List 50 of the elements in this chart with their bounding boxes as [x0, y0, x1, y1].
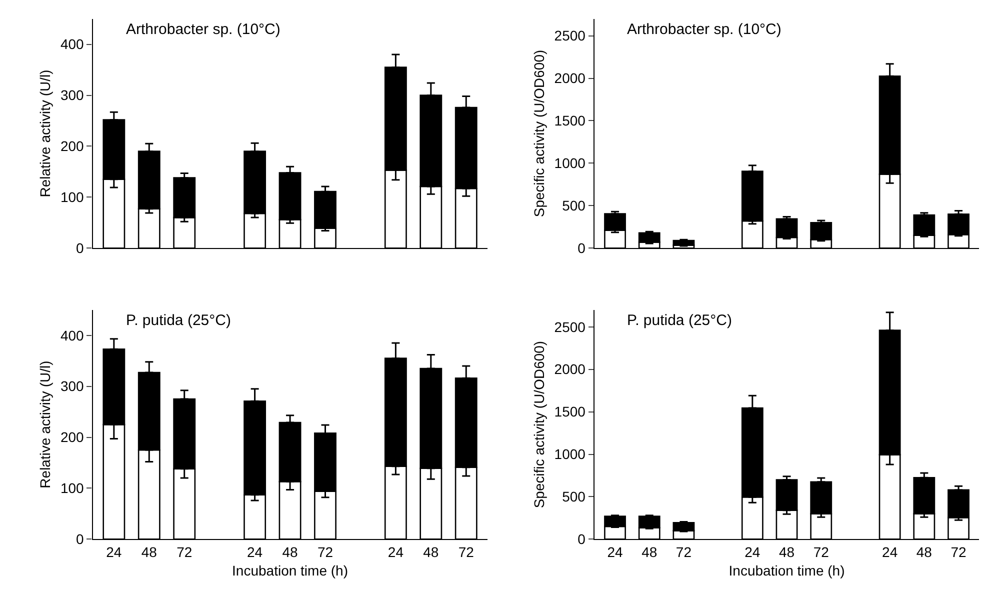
x-tick-label: 48 — [778, 544, 795, 560]
y-tick-label: 2000 — [554, 70, 586, 86]
y-tick-label: 2000 — [554, 361, 586, 378]
x-tick-label: 72 — [950, 544, 967, 560]
y-tick-label: 2500 — [554, 318, 586, 335]
x-tick-label: 72 — [317, 544, 334, 560]
x-tick-label: 24 — [744, 544, 760, 560]
y-tick-label: 0 — [76, 531, 84, 548]
y-axis-title: Relative activity (U/l) — [37, 360, 54, 488]
y-tick-label: 500 — [562, 198, 586, 214]
chart-title: Arthrobacter sp. (10°C) — [627, 21, 782, 38]
x-tick-label: 72 — [813, 544, 830, 560]
x-tick-label: 48 — [141, 544, 158, 560]
y-tick-label: 2500 — [554, 28, 586, 44]
y-tick-label: 500 — [562, 488, 586, 505]
x-tick-label: 48 — [282, 544, 298, 560]
x-tick-label: 72 — [176, 544, 192, 560]
x-tick-label: 48 — [916, 544, 932, 560]
x-tick-label: 48 — [642, 544, 658, 560]
y-tick-label: 0 — [76, 240, 84, 256]
x-tick-label: 72 — [458, 544, 474, 560]
y-tick-label: 200 — [60, 429, 84, 446]
x-tick-label: 24 — [388, 544, 404, 560]
y-tick-label: 0 — [578, 240, 586, 256]
x-axis-title: Incubation time (h) — [728, 562, 845, 578]
y-tick-label: 1500 — [554, 404, 586, 420]
x-tick-label: 72 — [676, 544, 692, 560]
x-tick-label: 24 — [106, 544, 122, 560]
y-axis-title: Specific activity (U/OD600) — [530, 340, 547, 508]
y-tick-label: 1000 — [554, 155, 586, 172]
chart-title: Arthrobacter sp. (10°C) — [126, 21, 280, 38]
chart-title: P. putida (25°C) — [627, 312, 732, 329]
y-tick-label: 100 — [60, 189, 84, 206]
y-tick-label: 0 — [578, 531, 586, 548]
x-tick-label: 24 — [882, 544, 898, 560]
x-tick-label: 24 — [607, 544, 624, 560]
y-axis-title: Specific activity (U/OD600) — [530, 50, 547, 218]
y-tick-label: 1000 — [554, 446, 586, 462]
y-tick-label: 400 — [60, 327, 84, 344]
y-tick-label: 300 — [60, 378, 84, 394]
y-tick-label: 100 — [60, 480, 84, 496]
y-axis-title: Relative activity (U/l) — [37, 70, 54, 198]
x-tick-label: 24 — [247, 544, 263, 560]
y-tick-label: 300 — [60, 87, 84, 104]
y-tick-label: 200 — [60, 138, 84, 154]
y-tick-label: 1500 — [554, 112, 586, 129]
y-tick-label: 400 — [60, 36, 84, 52]
x-tick-label: 48 — [423, 544, 439, 560]
chart-title: P. putida (25°C) — [126, 312, 231, 329]
x-axis-title: Incubation time (h) — [232, 562, 348, 578]
